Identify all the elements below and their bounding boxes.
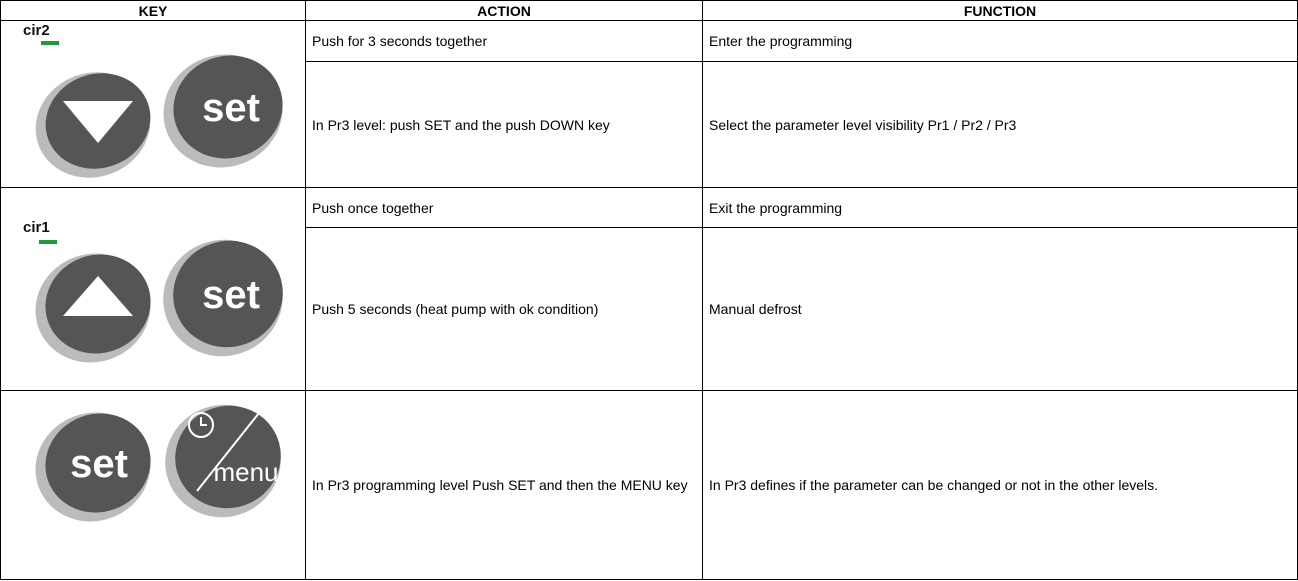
button-text: set [202, 86, 260, 130]
clock-icon [188, 412, 214, 438]
button-text: set [202, 273, 260, 317]
arrow-down [63, 101, 133, 143]
button-set [45, 413, 151, 513]
function-cell: In Pr3 defines if the parameter can be c… [702, 390, 1298, 580]
header-cell: FUNCTION [702, 0, 1298, 21]
button-set [173, 55, 283, 159]
arrow-up [63, 276, 133, 316]
key-cell: cir1 set [0, 187, 306, 391]
header-cell: KEY [0, 0, 306, 21]
button-menu [175, 405, 281, 509]
slash [196, 412, 260, 492]
function-cell: Enter the programming [702, 20, 1298, 62]
header-row: KEY ACTION FUNCTION [0, 0, 1298, 21]
key-cell: set menu [0, 390, 306, 580]
row: Push 5 seconds (heat pump with ok condit… [1, 227, 1298, 391]
action-cell: In Pr3 level: push SET and the push DOWN… [305, 61, 703, 188]
header-cell: ACTION [305, 0, 703, 21]
key-label: cir1 [23, 219, 50, 236]
button-text: menu [213, 457, 278, 487]
action-cell: In Pr3 programming level Push SET and th… [305, 390, 703, 580]
action-cell: Push 5 seconds (heat pump with ok condit… [305, 227, 703, 391]
key-image: cir2 set [23, 22, 283, 178]
led [41, 41, 59, 45]
button-set [173, 240, 283, 348]
key-cell: cir2 set [0, 20, 306, 188]
row: cir1 set Push once together Exit the pro… [0, 187, 1298, 391]
clock-hands [200, 417, 207, 426]
button-text: set [70, 442, 128, 486]
row: cir2 set Push for 3 seconds together Ent… [0, 20, 1298, 188]
action-cell: Push once together [305, 187, 703, 228]
row: set menu In Pr3 programming level Push S… [0, 390, 1298, 580]
function-cell: Manual defrost [702, 227, 1298, 391]
row: In Pr3 level: push SET and the push DOWN… [1, 61, 1298, 188]
function-cell: Select the parameter level visibility Pr… [702, 61, 1298, 188]
key-image: cir1 set [23, 219, 283, 363]
function-cell: Exit the programming [702, 187, 1298, 228]
key-label: cir2 [23, 22, 50, 39]
led [39, 240, 57, 244]
key-image: set menu [35, 404, 281, 522]
action-cell: Push for 3 seconds together [305, 20, 703, 62]
